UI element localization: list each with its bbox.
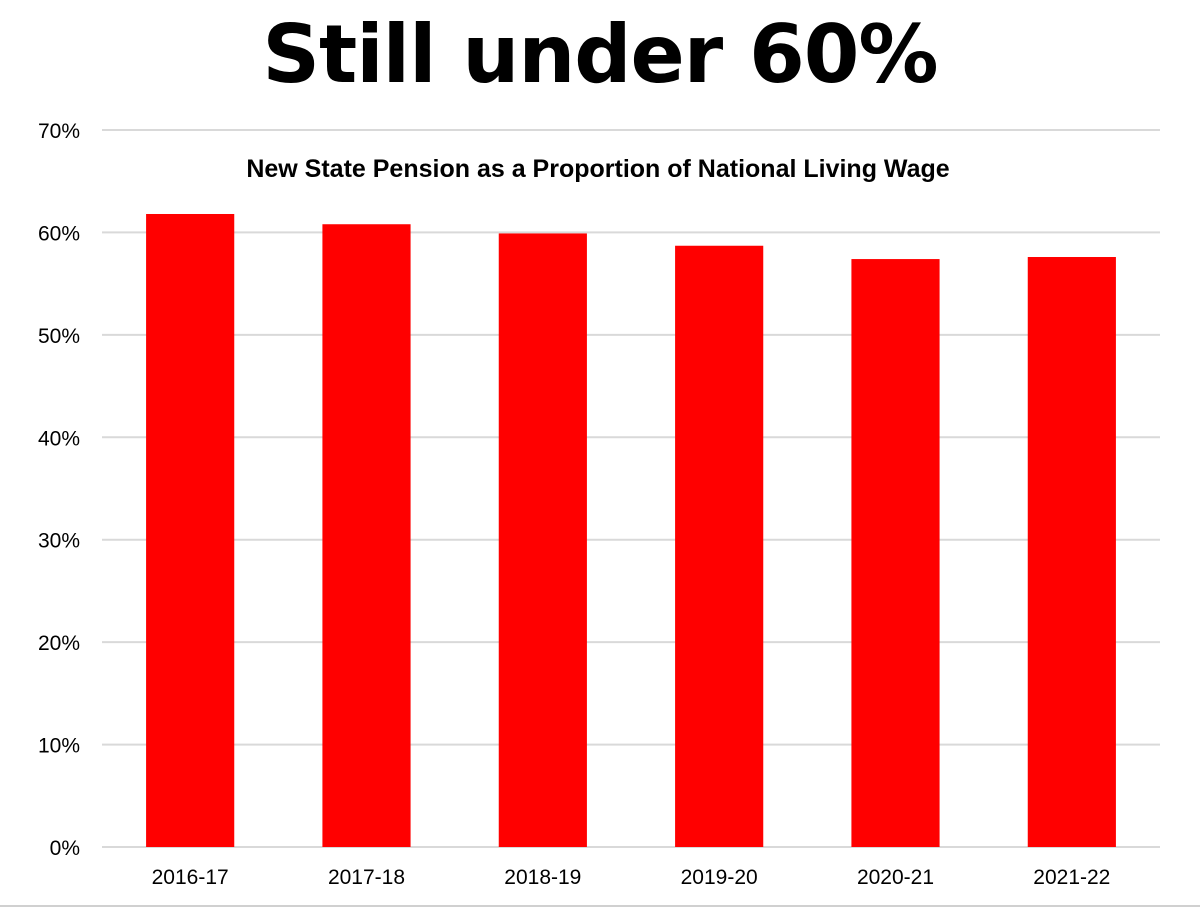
bar-2020-21: [851, 259, 940, 847]
y-tick-label: 20%: [38, 632, 80, 655]
chart-title: New State Pension as a Proportion of Nat…: [246, 155, 949, 183]
bar-2021-22: [1027, 257, 1116, 847]
y-tick-label: 70%: [38, 120, 80, 143]
y-tick-label: 10%: [38, 735, 80, 758]
y-tick-label: 30%: [38, 530, 80, 553]
y-tick-label: 60%: [38, 222, 80, 245]
bottom-divider: [0, 905, 1200, 907]
bar-2019-20: [675, 245, 764, 848]
y-tick-label: 50%: [38, 325, 80, 348]
x-tick-label: 2017-18: [328, 866, 405, 889]
x-tick-label: 2021-22: [1033, 866, 1110, 889]
bar-2017-18: [322, 224, 411, 848]
x-tick-label: 2019-20: [681, 866, 758, 889]
bar-2016-17: [146, 213, 235, 847]
y-tick-label: 40%: [38, 427, 80, 450]
x-tick-label: 2018-19: [504, 866, 581, 889]
x-tick-label: 2016-17: [152, 866, 229, 889]
bar-2018-19: [498, 233, 587, 847]
headline: Still under 60%: [262, 8, 938, 101]
x-tick-label: 2020-21: [857, 866, 934, 889]
y-tick-label: 0%: [50, 837, 80, 860]
